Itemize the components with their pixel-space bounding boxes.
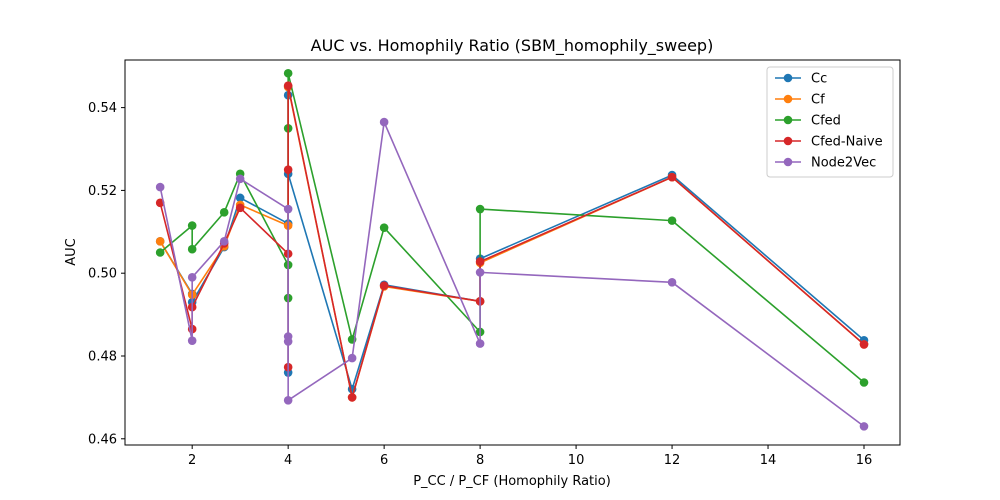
data-point [219,237,229,246]
data-point [859,378,869,387]
x-axis: 2 4 6 8 10 12 14 16 [188,445,872,468]
data-point [475,204,485,214]
data-point [283,204,293,214]
legend-label: Node2Vec [811,156,876,171]
legend-marker [783,73,793,83]
legend-item: Cc [775,72,827,87]
y-tick-label: 0.48 [88,349,117,364]
legend-item: Node2Vec [775,156,876,171]
data-point [283,81,293,90]
series-line [159,121,865,428]
data-point [283,165,293,175]
y-tick-label: 0.50 [88,267,117,282]
series-cfed [155,68,869,387]
data-point [379,117,389,127]
x-tick-label: 6 [380,453,388,468]
data-point [187,221,197,230]
data-point [235,174,245,184]
y-tick-label: 0.46 [88,432,117,447]
x-axis-label: P_CC / P_CF (Homophily Ratio) [413,474,611,489]
legend-label: Cf [811,93,825,108]
x-tick-label: 2 [188,453,196,468]
data-point [475,339,485,348]
legend-item: Cfed [775,114,841,129]
legend: Cc Cf Cfed Cfed-Naive Node2Vec [766,66,894,178]
legend-marker [783,115,793,125]
series-line [159,84,865,399]
legend-label: Cfed-Naive [811,135,883,150]
series-line [159,72,865,384]
data-point [859,340,869,349]
x-tick-label: 4 [284,453,292,468]
legend-box [766,66,894,178]
data-point [187,273,197,282]
data-point [347,353,357,363]
data-point [379,223,389,232]
x-tick-label: 8 [476,453,484,468]
legend-marker [783,136,793,146]
y-axis-label: AUC [64,238,79,266]
y-tick-label: 0.54 [88,101,117,116]
data-point [379,281,389,290]
data-point [347,393,357,402]
x-tick-label: 12 [664,453,681,468]
x-tick-label: 10 [568,453,585,468]
plot-area [155,68,869,431]
data-point [235,203,245,213]
legend-marker [783,157,793,167]
data-point [475,257,485,266]
y-tick-label: 0.52 [88,184,117,199]
series-line [159,86,865,390]
data-point [667,278,677,287]
data-point [283,68,293,78]
data-point [155,248,165,257]
chart-title: AUC vs. Homophily Ratio (SBM_homophily_s… [311,36,714,56]
data-point [187,336,197,345]
data-point [667,216,677,225]
data-point [283,332,293,341]
data-point [235,193,245,203]
data-point [187,244,197,254]
series-node2vec [155,117,869,431]
data-point [155,237,165,246]
legend-label: Cc [811,72,827,87]
x-tick-label: 16 [856,453,873,468]
x-tick-label: 14 [760,453,777,468]
data-point [219,208,229,217]
legend-marker [783,94,793,104]
plot-frame [124,59,901,446]
data-point [155,182,165,192]
legend-item: Cfed-Naive [775,135,883,150]
data-point [283,395,293,405]
data-point [667,172,677,182]
legend-item: Cf [775,93,825,108]
series-cc [155,82,869,394]
y-axis: 0.46 0.48 0.50 0.52 0.54 [88,101,125,447]
series-line [159,86,865,399]
data-point [475,268,485,277]
legend-label: Cfed [811,114,841,129]
series-cf [155,82,869,402]
data-point [859,422,869,431]
series-cfed-naive [155,81,869,402]
